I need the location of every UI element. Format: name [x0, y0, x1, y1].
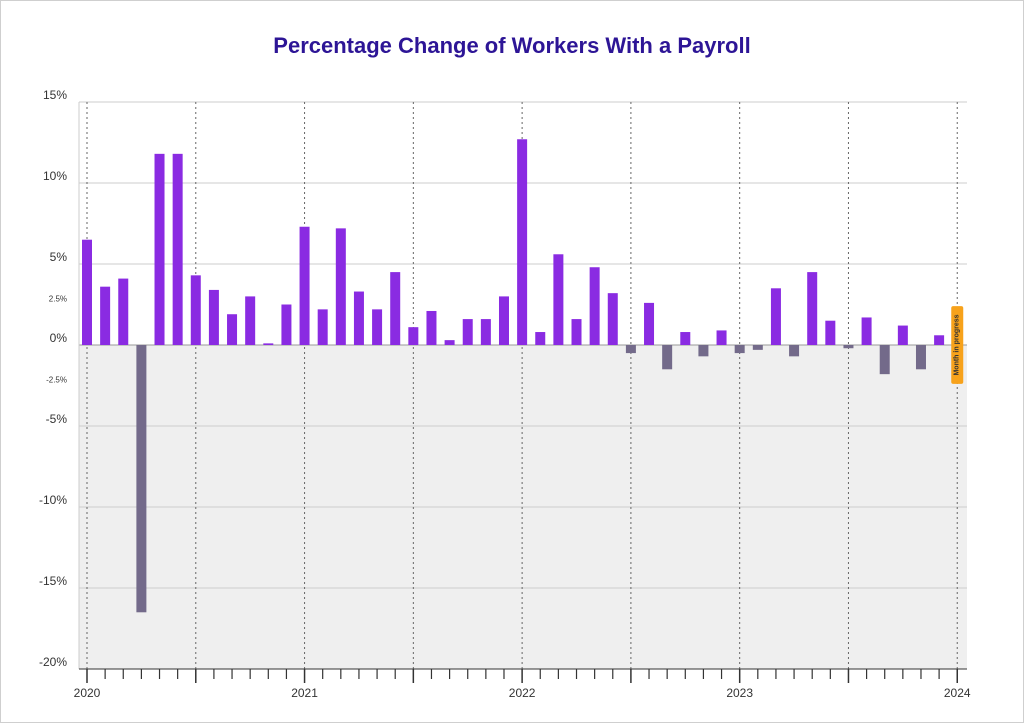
bar-2022-12 [716, 330, 727, 345]
bar-2023-04 [789, 345, 800, 357]
y-tick-label: -20% [39, 655, 67, 669]
bar-2023-03 [770, 288, 781, 345]
bar-2020-01 [82, 239, 92, 345]
bar-2020-06 [172, 153, 183, 345]
bar-2020-12 [281, 304, 292, 345]
y-tick-label: 0% [50, 331, 68, 345]
bar-2022-08 [644, 302, 655, 345]
y-tick-label: -5% [46, 412, 68, 426]
bar-2023-02 [752, 345, 763, 350]
y-tick-label: 10% [43, 169, 67, 183]
bar-2022-05 [589, 267, 600, 345]
y-tick-label: 2.5% [49, 295, 67, 304]
bar-2023-06 [825, 320, 836, 345]
bar-2021-07 [408, 327, 419, 345]
bar-2021-08 [426, 310, 437, 345]
bar-2020-09 [227, 314, 238, 345]
bar-2020-11 [263, 343, 274, 345]
bar-2020-04 [136, 345, 147, 613]
bar-2020-08 [208, 289, 219, 345]
bar-2022-02 [535, 332, 546, 345]
y-tick-label: 5% [50, 250, 68, 264]
bar-2021-10 [462, 319, 473, 345]
month-in-progress-badge [951, 306, 964, 384]
x-tick-label: 2023 [726, 686, 753, 700]
x-tick-label: 2020 [74, 686, 101, 700]
bar-2023-10 [897, 325, 908, 345]
bar-2022-06 [607, 293, 618, 345]
bar-2020-07 [190, 275, 201, 345]
bar-2022-10 [680, 332, 691, 345]
bar-2020-10 [245, 296, 256, 345]
bar-2021-12 [498, 296, 509, 345]
bar-2022-07 [625, 345, 636, 354]
bar-2022-01 [517, 139, 528, 345]
bar-2023-07 [843, 345, 854, 349]
bar-2020-03 [118, 278, 129, 345]
bar-2021-03 [335, 228, 346, 345]
bar-2020-02 [100, 286, 111, 345]
bar-2021-11 [480, 319, 491, 345]
y-tick-label: -10% [39, 493, 67, 507]
bar-2023-08 [861, 317, 872, 345]
x-tick-label: 2021 [291, 686, 318, 700]
bar-2022-09 [662, 345, 673, 370]
bar-2023-11 [915, 345, 926, 370]
bar-2023-05 [807, 272, 818, 345]
x-tick-label: 2024 [944, 686, 971, 700]
bar-2023-01 [734, 345, 745, 354]
bar-2021-01 [299, 226, 310, 345]
x-tick-label: 2022 [509, 686, 536, 700]
bar-2022-04 [571, 319, 582, 345]
bar-2020-05 [154, 153, 165, 345]
chart-title: Percentage Change of Workers With a Payr… [273, 33, 751, 58]
bar-2021-06 [390, 272, 401, 345]
month-in-progress-label: Month in progress [954, 314, 961, 375]
bar-2021-02 [317, 309, 328, 345]
bar-2022-11 [698, 345, 709, 357]
bar-2022-03 [553, 254, 564, 345]
bar-2021-04 [353, 291, 364, 345]
y-tick-label: 15% [43, 88, 67, 102]
bar-2023-09 [879, 345, 890, 375]
bar-2021-05 [372, 309, 383, 345]
y-tick-label: -2.5% [46, 376, 67, 385]
bar-2023-12 [934, 335, 945, 345]
bar-2021-09 [444, 340, 455, 345]
y-tick-label: -15% [39, 574, 67, 588]
